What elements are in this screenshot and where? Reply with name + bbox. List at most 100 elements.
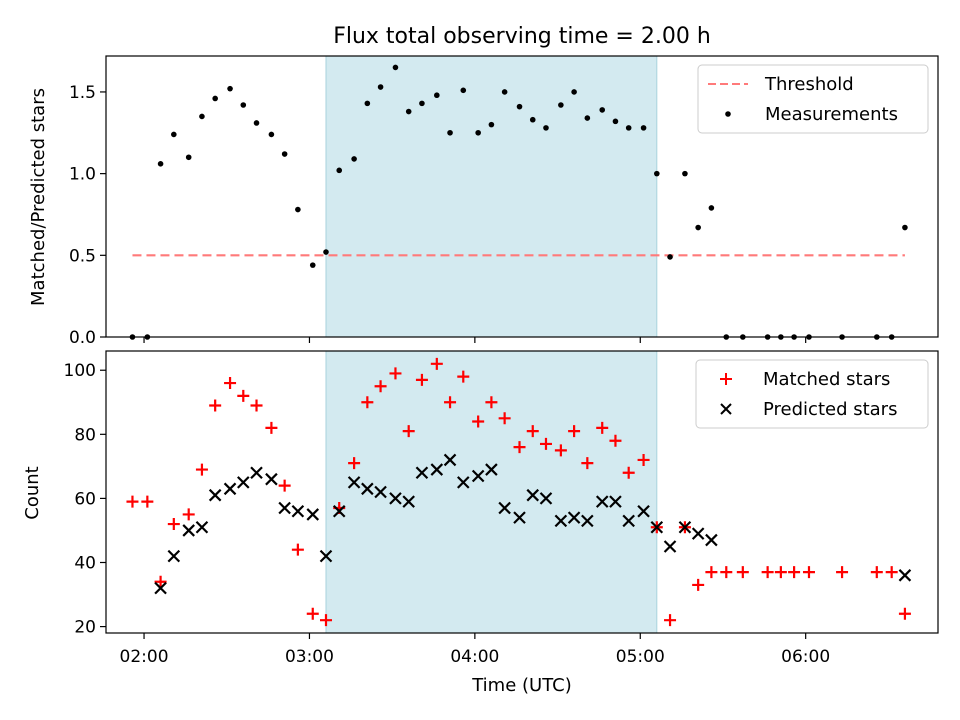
matched-star-point [692,578,705,591]
predicted-star-point [182,524,195,537]
measurement-point [640,125,647,131]
matched-star-point [209,399,222,412]
predicted-star-point [208,488,222,502]
predicted-star-point [637,504,650,518]
matched-star-point [736,566,749,579]
measurement-point [185,154,192,161]
measurement-point [708,205,715,211]
measurement-point [460,87,467,94]
counts-y-tick-label: 100 [64,361,96,381]
measurement-point [584,115,591,121]
matched-star-point [361,396,374,409]
predicted-star-point [278,501,291,515]
measurement-point [501,89,508,95]
measurement-point [695,224,701,231]
measurement-point [171,131,177,138]
matched-stars-legend-label: Matched stars [763,369,890,390]
matched-star-point [836,566,849,579]
predicted-star-point [415,466,429,480]
measurement-point [488,121,495,128]
matched-star-point [513,441,526,454]
measurement-point [295,206,301,213]
matched-star-point [761,566,774,579]
matched-star-point [664,614,677,627]
ratio-y-tick-label: 1.5 [69,83,96,103]
matched-star-point [224,377,237,390]
predicted-star-point [443,453,457,467]
matched-star-point [389,367,402,380]
measurement-point [240,102,247,108]
matched-star-point [498,412,511,425]
measurement-point [199,113,205,120]
predicted-star-point [485,463,498,476]
x-tick-label: 04:00 [450,647,499,667]
counts-y-ticks: 20 40 60 80 100 [64,361,106,638]
measurement-point [405,108,412,115]
predicted-star-point [265,472,278,486]
predicted-star-point [554,514,568,528]
predicted-star-point [498,501,511,515]
ratio-x-ticks [143,337,807,343]
predicted-star-point [319,549,333,563]
x-tick-label: 05:00 [616,647,665,667]
measurements-legend-marker [725,111,731,117]
matched-star-point [637,453,650,466]
counts-shaded-interval [325,350,658,634]
counts-plot-frame [105,350,939,634]
x-tick-label: 02:00 [120,647,169,667]
ratio-y-tick-label: 1.0 [69,165,96,185]
matched-star-point [485,396,498,409]
matched-star-point [237,389,250,402]
measurement-point [791,334,797,340]
measurement-point [434,92,440,99]
predicted-star-point [195,520,209,534]
counts-y-tick-label: 20 [74,618,96,638]
predicted-star-point [389,492,402,505]
matched-star-point [705,566,718,579]
measurement-point [599,107,606,113]
predicted-star-point [650,520,664,534]
matched-star-point [539,437,552,450]
matched-star-point [278,479,291,492]
predicted-star-point [526,488,540,502]
measurement-point [625,125,632,131]
predicted-star-point [361,482,374,496]
measurement-point [129,334,136,340]
measurement-point [323,249,329,255]
matched-star-point [609,434,622,447]
ratio-plot-frame [105,55,939,338]
predicted-star-point [567,511,581,524]
chart-title: Flux total observing time = 2.00 h [333,24,711,49]
measurement-point [667,254,673,260]
measurement-point [723,334,730,340]
matched-star-point [319,614,332,627]
predicted-star-point [430,463,444,476]
measurement-point [888,334,895,340]
predicted-star-point [513,511,526,524]
predicted-star-point [691,527,705,540]
measurement-point [839,334,845,340]
measurement-point [144,334,151,340]
predicted-star-point [332,504,346,518]
matched-star-point [250,399,263,412]
matched-star-point [568,425,581,438]
matched-star-point [457,370,470,383]
matched-star-point [596,421,609,434]
predicted-star-point [581,514,594,528]
ratio-series [129,64,908,340]
measurement-point [447,129,453,136]
counts-y-axis-label: Count [22,466,43,519]
predicted-star-point [402,495,415,508]
x-tick-label: 03:00 [285,647,334,667]
measurement-point [612,118,619,125]
predicted-star-point [154,581,167,595]
measurement-point [654,170,660,177]
measurement-point [902,224,908,231]
threshold-legend-label: Threshold [764,74,854,95]
counts-y-tick-label: 40 [74,554,96,574]
measurement-point [336,167,343,174]
predicted-star-point [705,533,718,547]
matched-star-point [402,425,415,438]
matched-star-point [141,495,154,508]
